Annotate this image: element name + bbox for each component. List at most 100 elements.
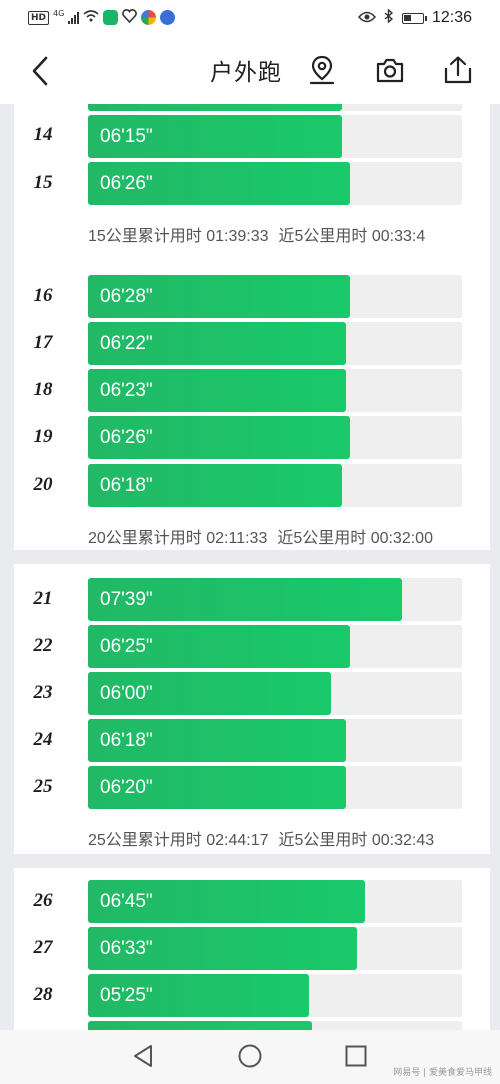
location-button[interactable] xyxy=(306,54,338,86)
system-nav-bar: 网易号 | 爱美食爱马甲线 xyxy=(0,1030,500,1084)
split-bar-track: 06'18" xyxy=(88,464,462,507)
section-divider xyxy=(14,854,490,868)
split-bar-track: 06'23" xyxy=(88,369,462,412)
split-pace: 06'33" xyxy=(100,938,153,959)
cumulative-time: 20公里累计用时 02:11:33 xyxy=(88,530,268,547)
status-bar: HD 4G 12:36 xyxy=(0,0,500,36)
nav-back-button[interactable] xyxy=(131,1043,157,1069)
split-km-number: 23 xyxy=(33,682,53,703)
location-icon xyxy=(309,55,335,85)
nav-recents-button[interactable] xyxy=(343,1043,369,1069)
page-title: 户外跑 xyxy=(210,60,282,86)
split-km-number: 27 xyxy=(33,937,53,958)
split-summary: 20公里累计用时 02:11:33 近5公里用时 00:32:00 xyxy=(88,524,443,548)
split-pace: 06'23" xyxy=(100,380,153,401)
split-bar-track: 06'25" xyxy=(88,625,462,668)
split-bar-track: 06'15" xyxy=(88,115,462,158)
back-icon xyxy=(32,56,48,86)
clock: 12:36 xyxy=(431,9,472,26)
split-bar-track: 06'22" xyxy=(88,322,462,365)
section-divider xyxy=(14,550,490,564)
split-pace: 06'18" xyxy=(100,730,153,751)
split-pace: 06'45" xyxy=(100,891,153,912)
split-bar-fill xyxy=(88,369,347,412)
split-bar-track: 06'20" xyxy=(88,766,462,809)
nav-recents-icon xyxy=(345,1045,367,1067)
split-bar-track: 05'25" xyxy=(88,974,462,1017)
split-pace: 06'26" xyxy=(100,427,153,448)
share-icon xyxy=(444,56,472,84)
nav-home-button[interactable] xyxy=(237,1043,263,1069)
section-divider xyxy=(14,252,490,266)
split-bar-fill xyxy=(88,104,343,111)
split-bar-fill xyxy=(88,275,350,318)
split-bar-track: 06'28" xyxy=(88,275,462,318)
split-km-number: 25 xyxy=(33,776,53,797)
split-bar-track: 06'18" xyxy=(88,719,462,762)
split-bar-fill xyxy=(88,464,343,507)
back-button[interactable] xyxy=(26,54,56,88)
split-pace: 06'15" xyxy=(100,126,153,147)
camera-button[interactable] xyxy=(374,54,406,86)
status-left: HD 4G xyxy=(28,9,176,26)
bluetooth-icon xyxy=(384,8,394,27)
split-bar-track: 06'26" xyxy=(88,162,462,205)
split-km-number: 19 xyxy=(33,426,53,447)
cumulative-time: 25公里累计用时 02:44:17 xyxy=(88,832,269,849)
split-bar-fill xyxy=(88,880,365,923)
signal-icon xyxy=(68,11,80,24)
nav-home-icon xyxy=(238,1044,262,1068)
split-km-number: 28 xyxy=(33,984,53,1005)
battery-icon xyxy=(401,12,427,24)
app-icon xyxy=(141,10,157,25)
split-bar-fill xyxy=(88,115,343,158)
split-km-number: 18 xyxy=(33,379,53,400)
split-pace: 06'22" xyxy=(100,333,153,354)
split-bar-fill xyxy=(88,578,403,621)
split-bar-fill xyxy=(88,766,347,809)
split-bar-fill xyxy=(88,927,358,970)
camera-icon xyxy=(376,58,404,83)
last-5km-time: 近5公里用时 00:32:43 xyxy=(278,832,435,849)
split-summary: 25公里累计用时 02:44:17 近5公里用时 00:32:43 xyxy=(88,826,444,850)
last-5km-time: 近5公里用时 00:33:4 xyxy=(278,228,426,245)
split-bar-fill xyxy=(88,322,347,365)
app-icon xyxy=(160,10,176,25)
split-bar-fill xyxy=(88,1021,313,1030)
last-5km-time: 近5公里用时 00:32:00 xyxy=(277,530,433,547)
split-bar-fill xyxy=(88,162,350,205)
heart-icon xyxy=(122,9,138,26)
split-km-number: 20 xyxy=(33,474,53,495)
app-icon xyxy=(103,10,119,25)
split-km-number: 17 xyxy=(33,332,53,353)
split-km-number: 15 xyxy=(33,172,53,193)
split-pace: 06'00" xyxy=(100,683,153,704)
split-bar-track: 06'26" xyxy=(88,416,462,459)
split-km-number: 16 xyxy=(33,285,53,306)
split-pace: 06'26" xyxy=(100,173,153,194)
network-type: 4G xyxy=(53,9,65,18)
split-bar-track: 06'45" xyxy=(88,880,462,923)
split-bar-fill xyxy=(88,974,309,1017)
split-pace: 07'39" xyxy=(100,589,153,610)
split-summary: 15公里累计用时 01:39:33 近5公里用时 00:33:4 xyxy=(88,222,435,246)
split-bar-track: 07'39" xyxy=(88,578,462,621)
split-km-number: 26 xyxy=(33,890,53,911)
split-bar-fill xyxy=(88,625,350,668)
split-km-number: 24 xyxy=(33,729,53,750)
split-bar-track: 06'33" xyxy=(88,927,462,970)
app-header: 户外跑 xyxy=(0,36,500,104)
split-pace: 05'25" xyxy=(100,985,153,1006)
split-pace: 06'25" xyxy=(100,636,153,657)
share-button[interactable] xyxy=(442,54,474,86)
split-pace: 06'18" xyxy=(100,475,153,496)
split-pace: 06'28" xyxy=(100,286,153,307)
splits-card: 14 06'15" 15 06'26" 15公里累计用时 01:39:33 近5公… xyxy=(14,104,490,1030)
split-pace: 06'20" xyxy=(100,777,153,798)
status-right: 12:36 xyxy=(357,8,472,27)
eye-icon xyxy=(357,9,376,27)
split-km-number: 22 xyxy=(33,635,53,656)
hd-badge: HD xyxy=(28,10,50,25)
split-km-number: 14 xyxy=(33,124,53,145)
cumulative-time: 15公里累计用时 01:39:33 xyxy=(88,228,269,245)
